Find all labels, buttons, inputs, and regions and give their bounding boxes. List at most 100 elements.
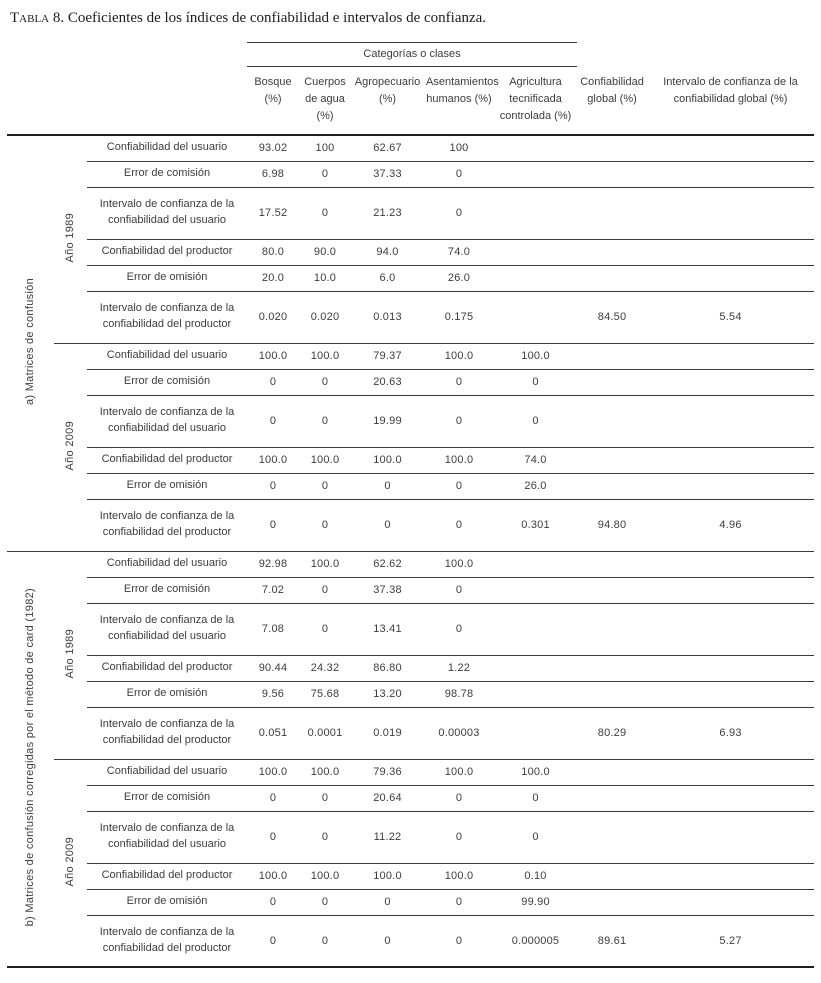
data-cell: 0 (299, 603, 351, 656)
section-label: a) Matrices de confusión (7, 135, 54, 552)
data-cell: 0 (247, 915, 299, 968)
data-cell: 0 (424, 369, 494, 396)
data-cell (494, 707, 578, 760)
data-cell (577, 681, 648, 708)
data-cell: 0 (299, 577, 351, 604)
data-cell: 0 (424, 395, 494, 448)
data-cell (647, 577, 815, 604)
data-cell (647, 603, 815, 656)
data-cell: 62.62 (351, 551, 424, 578)
data-cell (647, 473, 815, 500)
data-cell: 0 (494, 785, 578, 812)
data-cell (577, 161, 648, 188)
data-cell (494, 551, 578, 578)
data-cell: 26.0 (494, 473, 578, 500)
data-cell (647, 889, 815, 916)
row-label: Error de comisión (87, 161, 247, 188)
data-cell (494, 291, 578, 344)
data-cell: 0 (247, 785, 299, 812)
data-cell: 0.00003 (424, 707, 494, 760)
data-cell (577, 447, 648, 474)
data-cell: 21.23 (351, 187, 424, 240)
data-cell (577, 239, 648, 266)
data-cell: 5.54 (647, 291, 815, 344)
section-label-text: a) Matrices de confusión (24, 278, 37, 406)
table-row: Año 2009 Confiabilidad del usuario 100.0 10… (7, 343, 815, 552)
data-cell (647, 265, 815, 292)
row-label: Error de omisión (87, 265, 247, 292)
data-cell: 100.0 (299, 343, 351, 370)
data-cell: 94.0 (351, 239, 424, 266)
table-row: Confiabilidad del productor 90.44 24.32 86.… (7, 655, 815, 682)
section-label-text: b) Matrices de confusión corregidas por … (24, 588, 37, 927)
data-cell: 100.0 (299, 551, 351, 578)
data-cell: 0.175 (424, 291, 494, 344)
year-label-text: Año 1989 (64, 628, 77, 679)
data-cell: 100.0 (247, 343, 299, 370)
col-header-confiabilidad-global: Confiabilidad global (%) (577, 66, 648, 137)
data-cell (494, 161, 578, 188)
data-cell (577, 551, 648, 578)
col-header-cuerpos-de-agua: Cuerpos de agua (%) (299, 66, 351, 137)
data-cell: 75.68 (299, 681, 351, 708)
data-cell (647, 239, 815, 266)
row-label: Confiabilidad del productor (87, 863, 247, 890)
year-label: Año 1989 (54, 135, 87, 344)
row-label: Confiabilidad del productor (87, 239, 247, 266)
table-row: Error de omisión 0 0 0 0 26.0 (7, 473, 815, 500)
data-cell (647, 161, 815, 188)
span-header-row: Categorías o clases (7, 42, 814, 67)
data-cell: 84.50 (577, 291, 648, 344)
data-cell: 100.0 (424, 447, 494, 474)
data-cell: 100.0 (424, 759, 494, 786)
table-row: Intervalo de confianza de la confiabilid… (7, 915, 815, 968)
table-row: b) Matrices de confusión corregidas por … (7, 551, 815, 968)
data-cell (577, 369, 648, 396)
column-header-row: Bosque (%) Cuerpos de agua (%) Agropecua… (7, 66, 815, 137)
data-cell: 0 (494, 811, 578, 864)
data-cell: 74.0 (424, 239, 494, 266)
data-cell (494, 265, 578, 292)
data-cell: 0.020 (299, 291, 351, 344)
data-cell: 100 (424, 135, 494, 162)
data-cell: 86.80 (351, 655, 424, 682)
data-cell: 0 (424, 603, 494, 656)
data-cell (577, 473, 648, 500)
data-cell: 0.051 (247, 707, 299, 760)
data-cell: 0 (299, 499, 351, 552)
data-cell: 0 (247, 811, 299, 864)
data-cell: 13.41 (351, 603, 424, 656)
reliability-table: Categorías o clases Bosque (%) Cuerpos d… (7, 42, 815, 969)
data-cell: 7.02 (247, 577, 299, 604)
table-row: Confiabilidad del productor 100.0 100.0 100… (7, 863, 815, 890)
data-cell: 0.013 (351, 291, 424, 344)
data-cell (577, 577, 648, 604)
data-cell: 0 (299, 811, 351, 864)
table-caption-text: Coeficientes de los índices de confiabil… (67, 10, 487, 26)
data-cell (647, 369, 815, 396)
row-label: Intervalo de confianza de la confiabilid… (87, 187, 247, 240)
data-cell (494, 681, 578, 708)
col-header-bosque: Bosque (%) (247, 66, 299, 137)
data-cell: 74.0 (494, 447, 578, 474)
row-label: Confiabilidad del productor (87, 447, 247, 474)
data-cell: 0 (494, 395, 578, 448)
row-label: Intervalo de confianza de la confiabilid… (87, 603, 247, 656)
data-cell: 7.08 (247, 603, 299, 656)
table-row: Error de comisión 0 0 20.63 0 0 (7, 369, 815, 396)
data-cell: 4.96 (647, 499, 815, 552)
data-cell (647, 785, 815, 812)
data-cell (494, 135, 578, 162)
data-cell: 26.0 (424, 265, 494, 292)
table-row: Error de comisión 0 0 20.64 0 0 (7, 785, 815, 812)
data-cell: 94.80 (577, 499, 648, 552)
data-cell: 0 (424, 889, 494, 916)
year-label: Año 2009 (54, 759, 87, 968)
data-cell (647, 811, 815, 864)
data-cell: 5.27 (647, 915, 815, 968)
data-cell (647, 187, 815, 240)
data-cell: 100.0 (247, 759, 299, 786)
data-cell: 20.64 (351, 785, 424, 812)
table-row: Intervalo de confianza de la confiabilid… (7, 811, 815, 864)
